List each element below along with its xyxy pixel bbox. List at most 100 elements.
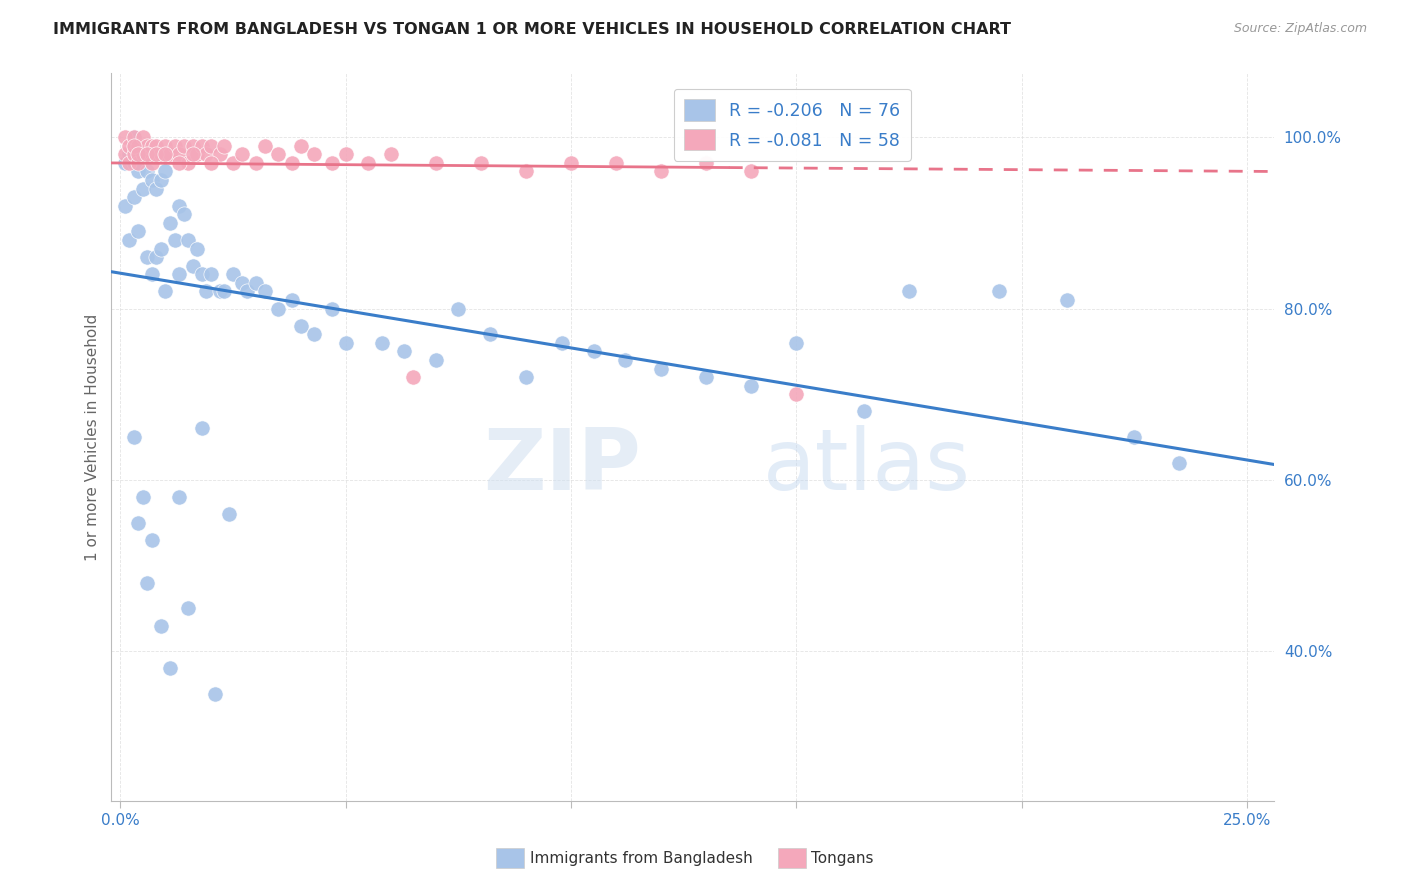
Text: ZIP: ZIP <box>482 425 640 508</box>
Point <box>122 430 145 444</box>
Point <box>167 156 190 170</box>
Point <box>321 156 343 170</box>
Point <box>141 156 163 170</box>
Point <box>394 344 416 359</box>
Point <box>155 138 177 153</box>
Point <box>231 147 253 161</box>
Point <box>118 156 141 170</box>
Point <box>149 173 172 187</box>
Point <box>145 181 167 195</box>
Point <box>302 147 325 161</box>
Point <box>114 156 136 170</box>
Point <box>551 335 574 350</box>
Point <box>136 250 159 264</box>
Text: IMMIGRANTS FROM BANGLADESH VS TONGAN 1 OR MORE VEHICLES IN HOUSEHOLD CORRELATION: IMMIGRANTS FROM BANGLADESH VS TONGAN 1 O… <box>53 22 1011 37</box>
Point <box>149 242 172 256</box>
Point <box>1168 456 1191 470</box>
Point <box>145 250 167 264</box>
Point <box>167 490 190 504</box>
Point <box>245 276 267 290</box>
Point <box>988 285 1011 299</box>
Point <box>136 164 159 178</box>
Point <box>132 181 155 195</box>
Point <box>159 216 181 230</box>
Point <box>321 301 343 316</box>
Point <box>280 156 302 170</box>
Point <box>127 138 149 153</box>
Point <box>149 618 172 632</box>
Point <box>136 575 159 590</box>
Point <box>181 138 204 153</box>
Point <box>195 147 218 161</box>
Point <box>200 268 222 282</box>
Point <box>222 268 245 282</box>
Point <box>605 156 627 170</box>
Point <box>163 138 186 153</box>
Point <box>267 147 290 161</box>
Point <box>208 147 231 161</box>
Point <box>402 370 425 384</box>
Point <box>122 130 145 145</box>
Point <box>222 156 245 170</box>
Point <box>357 156 380 170</box>
Point <box>177 601 200 615</box>
Point <box>167 199 190 213</box>
Point <box>177 233 200 247</box>
Point <box>470 156 492 170</box>
Point <box>371 335 394 350</box>
Point <box>253 285 276 299</box>
Text: atlas: atlas <box>762 425 970 508</box>
Point <box>122 147 145 161</box>
Point <box>132 130 155 145</box>
Point <box>212 138 235 153</box>
Point <box>173 138 195 153</box>
Point <box>212 285 235 299</box>
Point <box>127 147 149 161</box>
Point <box>118 147 141 161</box>
Point <box>159 147 181 161</box>
Text: Immigrants from Bangladesh: Immigrants from Bangladesh <box>530 852 752 866</box>
Text: Tongans: Tongans <box>811 852 873 866</box>
Point <box>190 268 212 282</box>
Point <box>740 378 762 392</box>
Point <box>127 164 149 178</box>
Point <box>650 361 672 376</box>
Point <box>132 490 155 504</box>
Point <box>1123 430 1146 444</box>
Point <box>695 156 717 170</box>
Text: Source: ZipAtlas.com: Source: ZipAtlas.com <box>1233 22 1367 36</box>
Point <box>155 147 177 161</box>
Point <box>195 285 218 299</box>
Point <box>335 147 357 161</box>
Point <box>159 661 181 675</box>
Point <box>267 301 290 316</box>
Point <box>253 138 276 153</box>
Point <box>1056 293 1078 307</box>
Point <box>167 147 190 161</box>
Point <box>852 404 875 418</box>
Point <box>145 147 167 161</box>
Point <box>235 285 257 299</box>
Point <box>650 164 672 178</box>
Point <box>177 156 200 170</box>
Point <box>114 130 136 145</box>
Point <box>122 190 145 204</box>
Point <box>380 147 402 161</box>
Point <box>425 353 447 368</box>
Point <box>186 242 208 256</box>
Point <box>163 233 186 247</box>
Y-axis label: 1 or more Vehicles in Household: 1 or more Vehicles in Household <box>86 313 100 561</box>
Point <box>145 138 167 153</box>
Point <box>478 327 501 342</box>
Point <box>515 370 537 384</box>
Point <box>181 147 204 161</box>
Point <box>122 138 145 153</box>
Point <box>122 156 145 170</box>
Point <box>200 138 222 153</box>
Point <box>190 138 212 153</box>
Point <box>136 147 159 161</box>
Point <box>132 147 155 161</box>
Point <box>302 327 325 342</box>
Point <box>141 138 163 153</box>
Point <box>141 173 163 187</box>
